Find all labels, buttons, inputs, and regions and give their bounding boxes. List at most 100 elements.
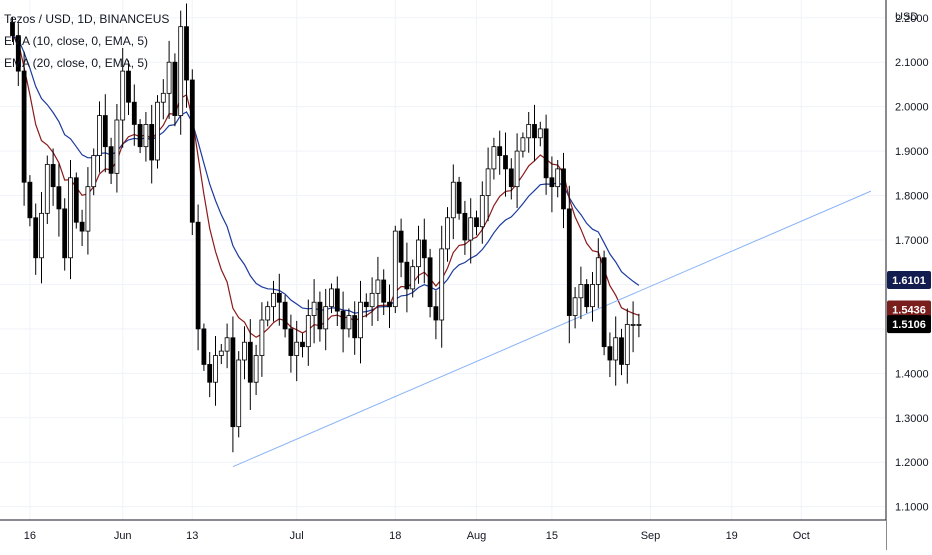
candle-body[interactable] bbox=[218, 350, 224, 356]
candle-body[interactable] bbox=[62, 208, 68, 259]
candle-body[interactable] bbox=[97, 115, 102, 156]
candle-body[interactable] bbox=[323, 306, 329, 330]
candle-body[interactable] bbox=[79, 221, 85, 232]
candle-body[interactable] bbox=[398, 230, 404, 263]
candle-body[interactable] bbox=[630, 324, 636, 326]
candle-body[interactable] bbox=[479, 195, 485, 228]
candle-body[interactable] bbox=[195, 221, 201, 330]
candle-body[interactable] bbox=[68, 177, 73, 259]
candle-body[interactable] bbox=[468, 217, 474, 241]
candle-body[interactable] bbox=[236, 359, 242, 428]
candle-body[interactable] bbox=[131, 101, 137, 125]
candle-body[interactable] bbox=[427, 257, 433, 308]
candle-body[interactable] bbox=[543, 128, 549, 179]
candle-body[interactable] bbox=[514, 150, 520, 188]
candle-body[interactable] bbox=[143, 124, 149, 148]
candle-body[interactable] bbox=[189, 79, 195, 223]
candle-body[interactable] bbox=[149, 124, 155, 161]
candle-body[interactable] bbox=[120, 70, 126, 121]
candle-body[interactable] bbox=[572, 297, 578, 316]
candle-body[interactable] bbox=[15, 35, 21, 72]
candle-body[interactable] bbox=[456, 181, 462, 214]
candle-body[interactable] bbox=[549, 177, 555, 188]
candle-body[interactable] bbox=[387, 301, 392, 308]
candle-body[interactable] bbox=[253, 355, 259, 383]
candle-body[interactable] bbox=[126, 70, 131, 103]
candle-body[interactable] bbox=[114, 119, 120, 174]
candle-body[interactable] bbox=[369, 292, 375, 308]
candle-body[interactable] bbox=[474, 217, 479, 228]
candle-body[interactable] bbox=[613, 337, 619, 361]
candle-body[interactable] bbox=[282, 301, 288, 330]
candle-body[interactable] bbox=[566, 208, 572, 316]
candle-body[interactable] bbox=[178, 26, 184, 116]
candle-body[interactable] bbox=[491, 146, 497, 170]
candle-body[interactable] bbox=[497, 146, 503, 156]
candle-body[interactable] bbox=[85, 186, 91, 232]
candle-body[interactable] bbox=[619, 337, 624, 365]
candle-body[interactable] bbox=[21, 70, 27, 183]
candle-body[interactable] bbox=[624, 324, 630, 365]
candle-body[interactable] bbox=[601, 257, 607, 348]
candle-body[interactable] bbox=[91, 155, 97, 188]
candle-body[interactable] bbox=[340, 310, 346, 330]
candle-body[interactable] bbox=[305, 315, 311, 348]
candle-body[interactable] bbox=[508, 168, 514, 188]
candle-body[interactable] bbox=[445, 217, 450, 250]
candle-body[interactable] bbox=[416, 239, 421, 268]
candle-body[interactable] bbox=[607, 346, 613, 361]
candle-body[interactable] bbox=[636, 324, 642, 326]
candle-body[interactable] bbox=[230, 337, 236, 428]
candle-body[interactable] bbox=[10, 21, 15, 36]
candle-body[interactable] bbox=[300, 341, 305, 348]
candle-body[interactable] bbox=[102, 115, 108, 148]
candle-body[interactable] bbox=[462, 212, 468, 241]
candle-body[interactable] bbox=[485, 168, 491, 196]
candle-body[interactable] bbox=[375, 279, 381, 294]
candle-body[interactable] bbox=[561, 168, 566, 210]
candle-body[interactable] bbox=[247, 341, 253, 383]
candle-body[interactable] bbox=[433, 306, 439, 321]
candle-body[interactable] bbox=[108, 146, 114, 174]
candle-body[interactable] bbox=[39, 212, 44, 259]
candle-body[interactable] bbox=[421, 239, 427, 259]
candle-body[interactable] bbox=[311, 301, 317, 316]
candle-body[interactable] bbox=[352, 315, 358, 339]
candle-body[interactable] bbox=[526, 124, 532, 139]
candle-body[interactable] bbox=[450, 181, 456, 219]
candle-body[interactable] bbox=[578, 284, 584, 299]
candle-body[interactable] bbox=[207, 364, 213, 383]
candle-body[interactable] bbox=[346, 315, 352, 330]
candle-body[interactable] bbox=[184, 26, 189, 81]
candle-body[interactable] bbox=[271, 292, 276, 308]
candle-body[interactable] bbox=[381, 279, 387, 303]
candle-body[interactable] bbox=[160, 92, 166, 103]
candle-body[interactable] bbox=[172, 61, 178, 116]
candle-body[interactable] bbox=[137, 124, 143, 148]
candle-body[interactable] bbox=[288, 328, 294, 356]
candle-body[interactable] bbox=[276, 292, 282, 303]
candle-body[interactable] bbox=[329, 288, 334, 308]
candle-body[interactable] bbox=[334, 288, 340, 312]
candle-body[interactable] bbox=[317, 301, 323, 330]
candle-body[interactable] bbox=[294, 341, 300, 356]
candle-body[interactable] bbox=[404, 261, 410, 290]
candle-body[interactable] bbox=[27, 181, 33, 219]
trend-line[interactable] bbox=[232, 190, 872, 468]
candle-body[interactable] bbox=[166, 61, 172, 94]
candle-body[interactable] bbox=[503, 155, 508, 170]
candle-body[interactable] bbox=[584, 284, 590, 308]
candle-body[interactable] bbox=[44, 164, 50, 214]
time-axis[interactable] bbox=[0, 520, 886, 550]
candle-body[interactable] bbox=[595, 257, 601, 285]
candle-body[interactable] bbox=[201, 328, 207, 365]
candle-body[interactable] bbox=[33, 217, 39, 259]
candle-body[interactable] bbox=[555, 168, 561, 188]
candle-body[interactable] bbox=[56, 186, 62, 210]
candle-body[interactable] bbox=[410, 266, 416, 290]
candle-body[interactable] bbox=[155, 101, 160, 161]
candle-body[interactable] bbox=[259, 319, 265, 356]
candle-body[interactable] bbox=[73, 177, 79, 223]
candle-body[interactable] bbox=[520, 137, 526, 152]
